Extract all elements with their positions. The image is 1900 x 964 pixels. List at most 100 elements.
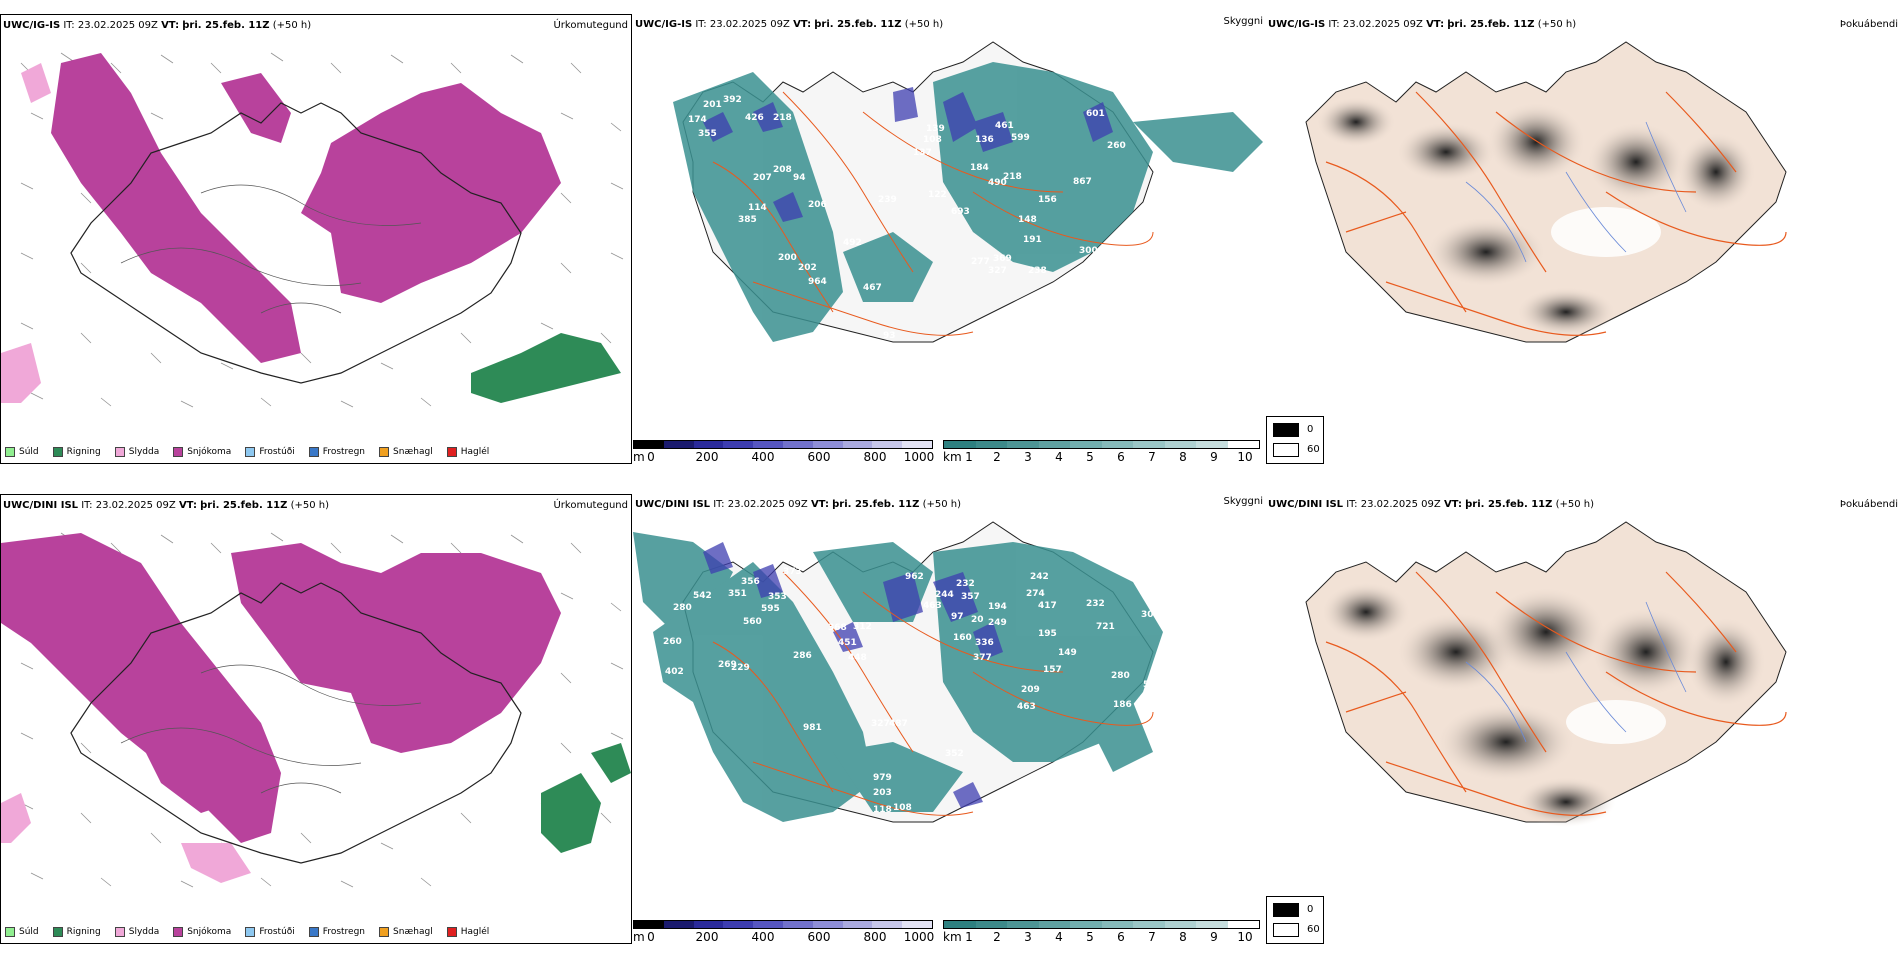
svg-text:484: 484: [1166, 185, 1185, 195]
legend-item: Haglél: [446, 447, 489, 457]
colorbar-strip: [633, 440, 933, 449]
colorbar-tick: 6: [1117, 930, 1125, 944]
legend-item: Rigning: [52, 927, 101, 937]
swatch-icon: [245, 927, 256, 937]
colorbar-unit: m: [633, 450, 645, 464]
river-lines: [1465, 121, 1687, 263]
colorbar-tick: 600: [807, 450, 831, 464]
cloud-base-patches: [703, 87, 1113, 222]
colorbar-tick: 6: [1117, 450, 1125, 464]
legend-item: Frostúði: [245, 927, 295, 937]
fog-map: [1305, 41, 1787, 343]
swatch-icon: [114, 927, 125, 937]
svg-text:463: 463: [1017, 702, 1036, 712]
svg-text:981: 981: [803, 723, 822, 733]
svg-text:201: 201: [703, 100, 722, 110]
svg-text:487: 487: [889, 719, 908, 729]
svg-text:492: 492: [843, 238, 862, 248]
legend-item: Frostúði: [245, 447, 295, 457]
svg-text:238: 238: [1028, 266, 1047, 276]
svg-text:693: 693: [951, 207, 970, 217]
swatch-icon: [52, 447, 63, 457]
svg-text:542: 542: [693, 591, 712, 601]
svg-text:93: 93: [883, 331, 896, 341]
colorbar-strip: [943, 920, 1260, 929]
fog-legend-white-label: 60: [1307, 444, 1320, 455]
svg-text:192: 192: [1095, 262, 1114, 272]
svg-text:203: 203: [873, 788, 892, 798]
fog-legend-white-label: 60: [1307, 924, 1320, 935]
svg-text:239: 239: [878, 195, 897, 205]
swatch-icon: [5, 447, 15, 457]
colorbar-tick: 9: [1210, 450, 1218, 464]
colorbar-tick: 2: [993, 450, 1001, 464]
field-name: Úrkomutegund: [553, 500, 628, 511]
legend-item: Rigning: [52, 447, 101, 457]
swatch-icon: [446, 447, 457, 457]
precip-legend: Súld Rigning Slydda Snjókoma Frostúði Fr…: [5, 447, 503, 457]
road-network: [1325, 91, 1787, 336]
colorbar-strip: [633, 920, 933, 929]
colorbar-tick: 200: [695, 450, 719, 464]
colorbar-tick: 400: [751, 930, 775, 944]
colorbar-tick: 800: [863, 930, 887, 944]
swatch-icon: [379, 927, 390, 937]
svg-text:349: 349: [1161, 663, 1180, 673]
svg-text:94: 94: [793, 173, 806, 183]
svg-text:194: 194: [988, 602, 1007, 612]
svg-text:63: 63: [1171, 653, 1184, 663]
contour-lines: [120, 664, 422, 794]
sleet-areas: [1, 793, 251, 883]
model-row-2: UWC/DINI ISL IT: 23.02.2025 09Z VT: þri.…: [0, 494, 1900, 964]
swatch-icon: [446, 927, 457, 937]
legend-item: Slydda: [114, 927, 159, 937]
cloud-base-colorbar: m 0 200 400 600 800 1000: [633, 440, 934, 464]
svg-text:357: 357: [961, 592, 980, 602]
colorbar-tick: 1: [965, 450, 973, 464]
colorbar-tick: 7: [1148, 930, 1156, 944]
svg-text:156: 156: [1038, 195, 1057, 205]
coastline: [70, 102, 522, 384]
svg-text:369: 369: [993, 254, 1012, 264]
svg-text:209: 209: [1021, 685, 1040, 695]
road-network: [712, 571, 1154, 816]
snow-areas: [1, 533, 561, 843]
visibility-map: 540 373 356 351 353 595 280 542 260 402 …: [633, 521, 1184, 823]
svg-text:232: 232: [956, 579, 975, 589]
svg-text:601: 601: [1086, 109, 1105, 119]
road-network: [1325, 571, 1787, 816]
svg-text:118: 118: [873, 805, 892, 815]
svg-text:260: 260: [1107, 141, 1126, 151]
colorbar-tick: 10: [1237, 930, 1253, 944]
svg-text:208: 208: [773, 165, 792, 175]
svg-text:106: 106: [908, 348, 927, 358]
legend-item: Súld: [5, 927, 39, 937]
svg-text:242: 242: [1030, 572, 1049, 582]
legend-item: Snjókoma: [173, 927, 231, 937]
colorbar-tick: 1000: [903, 930, 935, 944]
fog-shading: [1316, 97, 1756, 337]
svg-text:269: 269: [718, 660, 737, 670]
svg-text:136: 136: [975, 135, 994, 145]
rain-areas: [471, 333, 621, 403]
svg-text:149: 149: [1058, 648, 1077, 658]
svg-text:964: 964: [808, 277, 827, 287]
svg-text:426: 426: [745, 113, 764, 123]
svg-text:218: 218: [1003, 172, 1022, 182]
field-name: Skyggni: [1223, 496, 1263, 507]
svg-text:352: 352: [945, 749, 964, 759]
fog-legend: 0 60: [1266, 416, 1324, 464]
svg-text:377: 377: [973, 653, 992, 663]
svg-text:174: 174: [688, 115, 707, 125]
svg-text:327: 327: [988, 266, 1007, 276]
svg-text:461: 461: [995, 121, 1014, 131]
wind-barbs: [20, 52, 624, 408]
colorbar-tick: 5: [1086, 930, 1094, 944]
land-shape: [1305, 41, 1787, 343]
svg-text:979: 979: [873, 773, 892, 783]
swatch-icon: [379, 447, 390, 457]
colorbar-tick: 800: [863, 450, 887, 464]
precip-type-panel: UWC/IG-IS IT: 23.02.2025 09Z VT: þri. 25…: [0, 14, 632, 464]
svg-text:108: 108: [923, 135, 942, 145]
svg-text:137: 137: [913, 148, 932, 158]
